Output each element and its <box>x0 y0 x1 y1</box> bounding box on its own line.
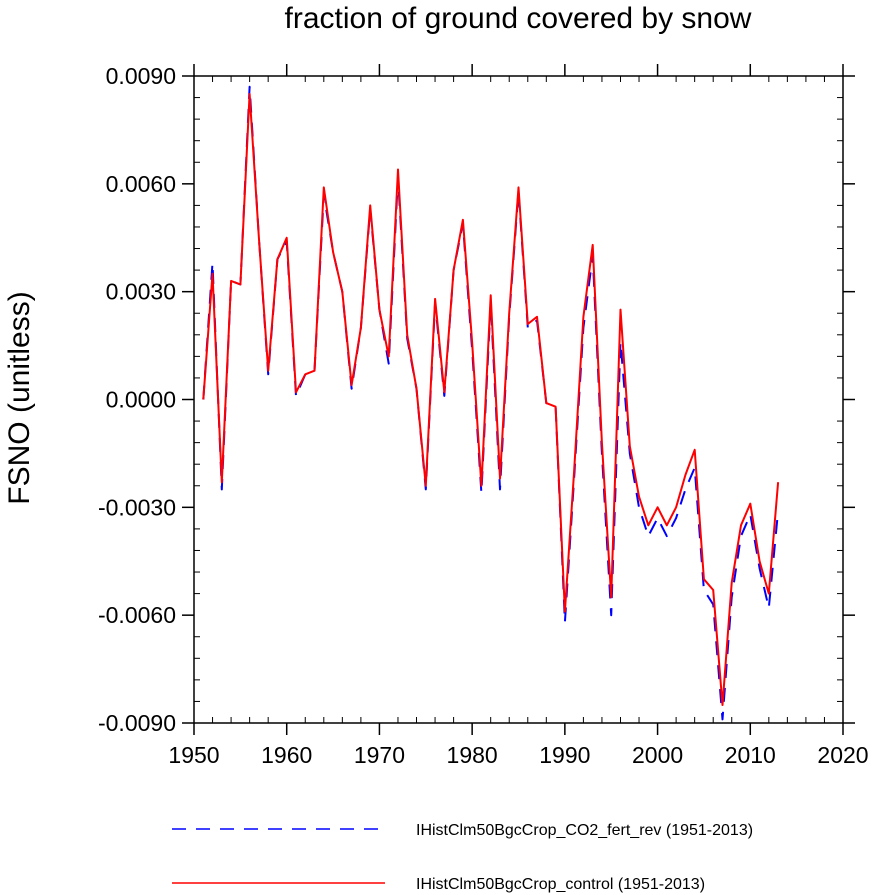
series-line-1 <box>202 85 780 721</box>
y-tick-label: 0.0030 <box>106 279 176 305</box>
axis-tick-labels: 1950 1960 1970 1980 1990 2000 2010 2020 -0.0090 -… <box>98 63 869 768</box>
legend: IHistClm50BgcCrop_CO2_fert_rev (1951-201… <box>172 822 753 893</box>
x-tick-label: 1970 <box>354 742 405 768</box>
x-tick-label: 1950 <box>168 742 219 768</box>
y-tick-label: 0.0060 <box>106 171 176 197</box>
series-line-2 <box>202 93 780 706</box>
x-tick-label: 2000 <box>632 742 683 768</box>
y-tick-label: 0.0000 <box>106 387 176 413</box>
y-tick-label: -0.0060 <box>98 602 176 628</box>
axis-ticks <box>182 64 855 735</box>
x-tick-label: 2010 <box>725 742 776 768</box>
x-tick-label: 1960 <box>261 742 312 768</box>
y-tick-label: -0.0090 <box>98 710 176 736</box>
series-lines <box>202 85 780 721</box>
x-tick-label: 1990 <box>539 742 590 768</box>
y-axis-label: FSNO (unitless) <box>3 291 36 504</box>
legend-label-2: IHistClm50BgcCrop_control (1951-2013) <box>416 876 705 893</box>
plot-frame <box>193 75 844 724</box>
y-tick-label: -0.0030 <box>98 494 176 520</box>
legend-label-1: IHistClm50BgcCrop_CO2_fert_rev (1951-201… <box>416 822 753 839</box>
y-tick-label: 0.0090 <box>106 63 176 89</box>
x-tick-label: 2020 <box>817 742 868 768</box>
x-tick-label: 1980 <box>447 742 498 768</box>
chart-title: fraction of ground covered by snow <box>285 2 752 35</box>
